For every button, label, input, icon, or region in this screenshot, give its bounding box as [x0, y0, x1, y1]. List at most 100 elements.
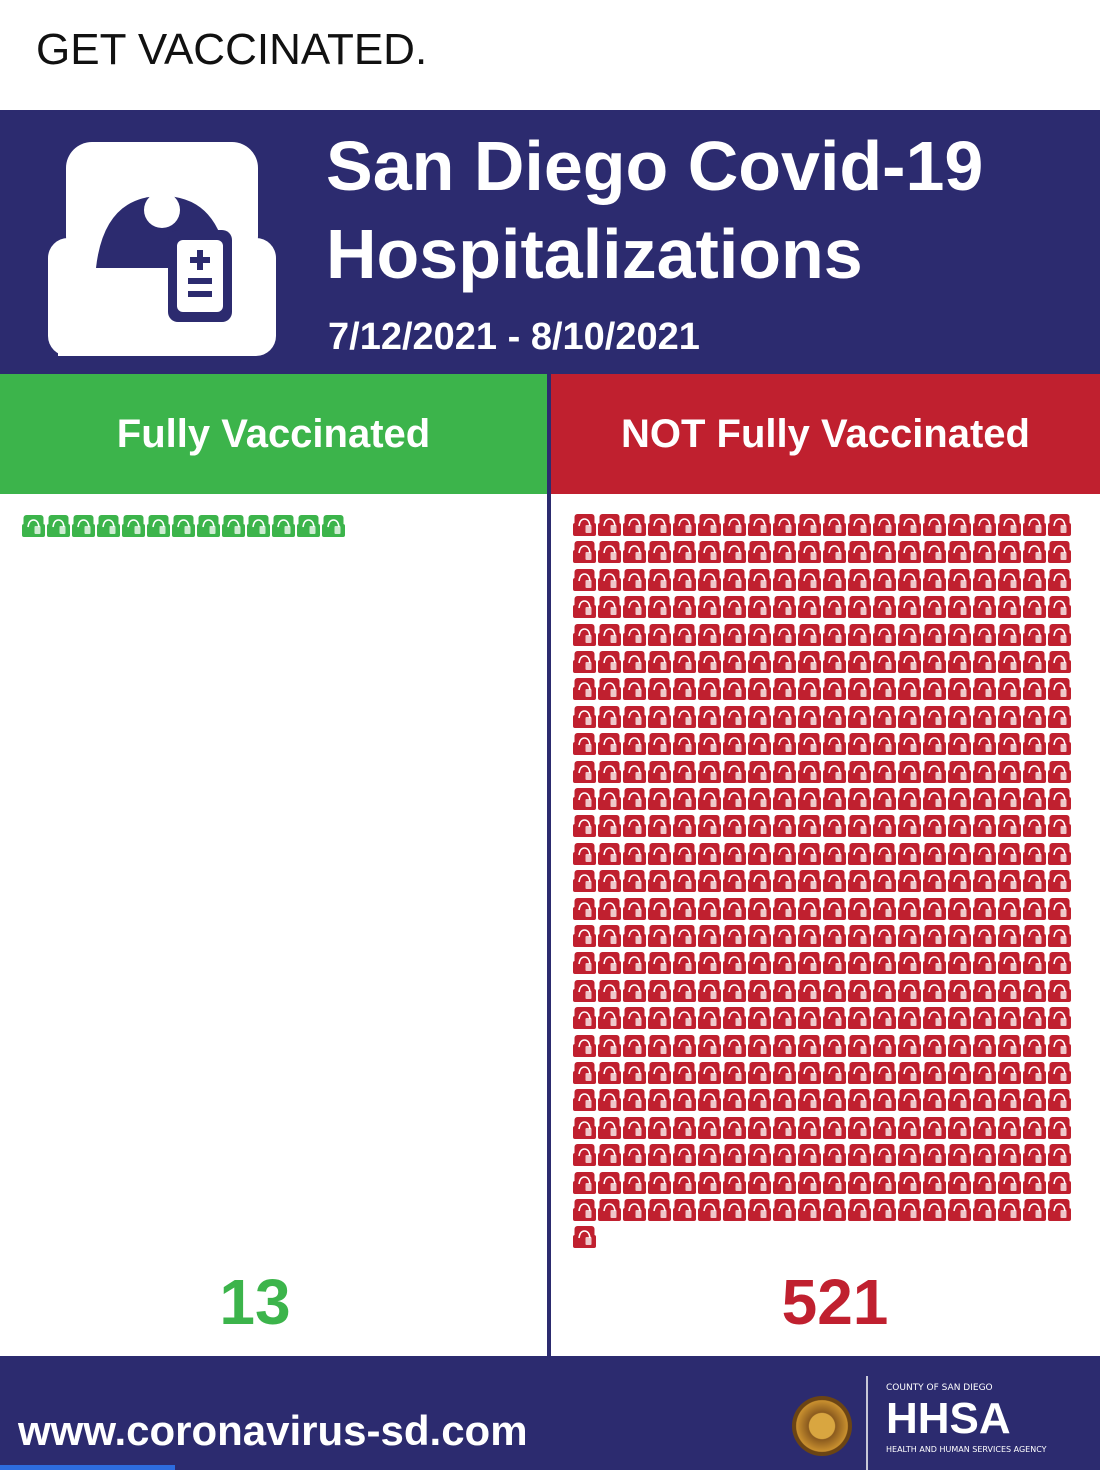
- hospital-bed-icon: [573, 842, 596, 865]
- hospital-bed-icon: [598, 897, 621, 920]
- hospital-bed-icon: [998, 514, 1021, 536]
- hospital-bed-icon: [698, 952, 721, 975]
- hospital-bed-icon: [773, 568, 796, 591]
- hospital-bed-icon: [748, 1062, 771, 1084]
- hospital-bed-icon: [1023, 979, 1046, 1002]
- hospital-bed-icon: [723, 1007, 746, 1030]
- hospital-bed-icon: [147, 515, 170, 537]
- hospital-bed-icon: [773, 541, 796, 564]
- hospital-bed-icon: [748, 979, 771, 1002]
- hospital-bed-icon: [598, 760, 621, 783]
- hospital-bed-icon: [798, 1171, 821, 1194]
- hospital-bed-icon: [948, 1171, 971, 1194]
- column-divider: [547, 374, 551, 1356]
- hospital-bed-icon: [748, 705, 771, 728]
- hospital-bed-icon: [673, 1199, 696, 1221]
- hospital-bed-icon: [673, 1171, 696, 1194]
- hospital-bed-icon: [973, 979, 996, 1002]
- hospital-bed-icon: [723, 815, 746, 838]
- hospital-bed-icon: [598, 678, 621, 701]
- hospital-bed-icon: [923, 952, 946, 975]
- hospital-bed-icon: [673, 514, 696, 536]
- hospital-bed-icon: [648, 842, 671, 865]
- hospital-bed-icon: [222, 515, 245, 537]
- hospital-bed-icon: [623, 514, 646, 536]
- hospital-bed-icon: [873, 596, 896, 619]
- hospital-bed-icon: [998, 541, 1021, 564]
- hospital-bed-icon: [1023, 815, 1046, 838]
- hospital-bed-icon: [773, 623, 796, 646]
- hospital-bed-icon: [623, 678, 646, 701]
- hospital-bed-icon: [948, 1089, 971, 1112]
- hospital-bed-icon: [698, 760, 721, 783]
- hospital-bed-icon: [1023, 733, 1046, 756]
- hospital-bed-icon: [698, 1007, 721, 1030]
- hospital-bed-icon: [122, 515, 145, 537]
- hospital-bed-icon: [1048, 870, 1071, 893]
- hospital-bed-icon: [798, 1062, 821, 1084]
- hospital-bed-icon: [748, 1171, 771, 1194]
- hospital-bed-icon: [573, 568, 596, 591]
- hospital-bed-icon: [1048, 952, 1071, 975]
- hospital-bed-icon: [723, 568, 746, 591]
- hospital-bed-icon: [723, 623, 746, 646]
- hospital-bed-icon: [598, 1062, 621, 1084]
- hospital-bed-icon: [798, 1116, 821, 1139]
- hospital-bed-icon: [898, 596, 921, 619]
- hospital-bed-icon: [873, 623, 896, 646]
- hospital-bed-icon: [998, 815, 1021, 838]
- hospital-bed-icon: [1023, 651, 1046, 673]
- title-line-2: Hospitalizations: [326, 215, 863, 293]
- hospital-bed-icon: [1048, 1199, 1071, 1221]
- hospital-bed-icon: [823, 979, 846, 1002]
- hospital-bed-icon: [823, 705, 846, 728]
- hospital-bed-icon: [898, 897, 921, 920]
- hospital-bed-icon: [798, 1007, 821, 1030]
- hospital-bed-icon: [47, 515, 70, 537]
- hospital-bed-icon: [673, 925, 696, 947]
- hospital-bed-icon: [172, 515, 195, 537]
- hospital-bed-icon: [598, 815, 621, 838]
- hospital-bed-icon: [1023, 760, 1046, 783]
- hospital-bed-icon: [573, 925, 596, 947]
- hospital-bed-icon: [748, 514, 771, 536]
- hospital-bed-icon: [898, 842, 921, 865]
- hospital-bed-icon: [723, 788, 746, 810]
- hospital-bed-icon: [873, 1144, 896, 1167]
- hospital-bed-icon: [798, 897, 821, 920]
- hospital-bed-icon: [948, 733, 971, 756]
- hospital-bed-icon: [698, 651, 721, 673]
- hospital-bed-icon: [573, 979, 596, 1002]
- hospital-bed-icon: [598, 1034, 621, 1057]
- hospital-bed-icon: [623, 568, 646, 591]
- hospital-bed-icon: [1023, 541, 1046, 564]
- hospital-bed-icon: [573, 760, 596, 783]
- hospital-bed-icon: [973, 952, 996, 975]
- footer: www.coronavirus-sd.com COUNTY OF SAN DIE…: [0, 1356, 1100, 1470]
- hospital-bed-icon: [598, 568, 621, 591]
- hospital-bed-icon: [698, 925, 721, 947]
- hospital-bed-icon: [873, 870, 896, 893]
- hospital-bed-icon: [973, 596, 996, 619]
- hospital-bed-icon: [623, 1199, 646, 1221]
- hospital-bed-icon: [848, 952, 871, 975]
- hospital-bed-icon: [598, 1116, 621, 1139]
- hospital-bed-icon: [1048, 1007, 1071, 1030]
- website-link[interactable]: www.coronavirus-sd.com: [18, 1407, 528, 1454]
- hospital-bed-icon: [923, 1007, 946, 1030]
- hospital-bed-icon: [923, 1144, 946, 1167]
- hospital-bed-icon: [723, 541, 746, 564]
- hospital-bed-icon: [923, 514, 946, 536]
- hospital-bed-icon: [923, 788, 946, 810]
- hospital-bed-icon: [1023, 596, 1046, 619]
- hospital-bed-icon: [648, 952, 671, 975]
- hospital-bed-icon: [898, 760, 921, 783]
- hospital-bed-icon: [873, 897, 896, 920]
- hospital-bed-icon: [573, 678, 596, 701]
- hospital-bed-icon: [598, 1199, 621, 1221]
- hospital-bed-icon: [748, 651, 771, 673]
- hospital-bed-icon: [823, 1062, 846, 1084]
- hospital-bed-icon: [22, 515, 45, 537]
- hospital-bed-icon: [973, 733, 996, 756]
- hospital-bed-icon: [848, 568, 871, 591]
